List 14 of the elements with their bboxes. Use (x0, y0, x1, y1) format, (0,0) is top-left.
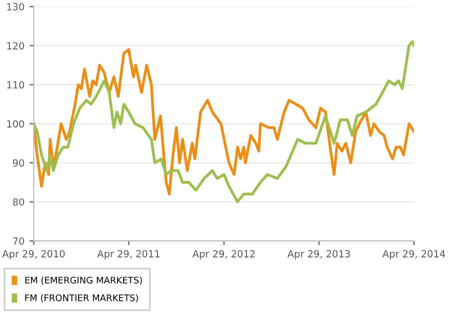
x-tick-label: Apr 29, 2013 (287, 250, 350, 260)
x-tick-label: Apr 29, 2012 (192, 250, 255, 260)
y-tick-label: 80 (13, 198, 24, 206)
y-tick-label: 130 (7, 3, 24, 10)
y-tick-label: 120 (7, 42, 24, 50)
y-tick-label: 110 (7, 81, 24, 89)
legend-label: EM (EMERGING MARKETS) (25, 276, 142, 285)
y-tick-label: 70 (13, 237, 24, 245)
legend-label: FM (FRONTIER MARKETS) (25, 294, 138, 302)
x-tick-label: Apr 29, 2011 (97, 250, 160, 260)
x-tick-label: Apr 29, 2010 (2, 250, 65, 260)
y-tick-label: 100 (7, 120, 24, 128)
x-tick-label: Apr 29, 2014 (382, 250, 446, 260)
y-tick-label: 90 (12, 159, 24, 167)
